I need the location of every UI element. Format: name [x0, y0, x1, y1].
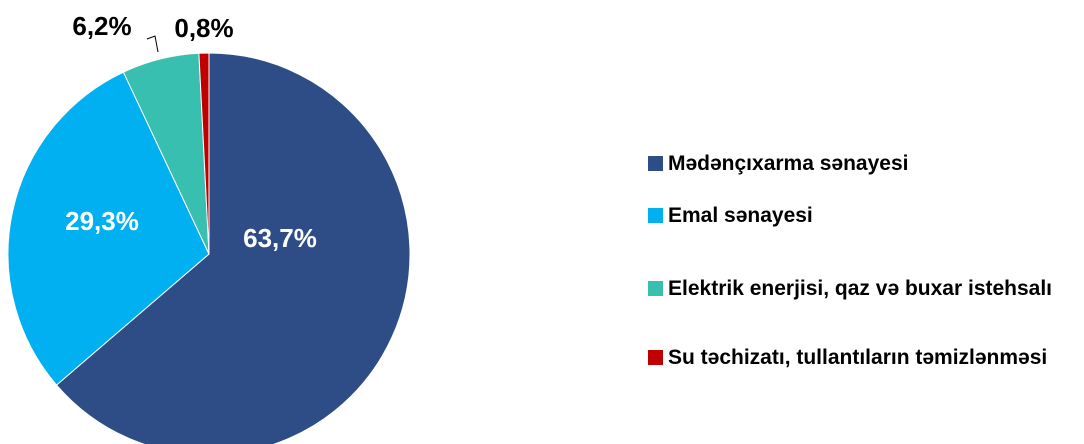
legend-label: Mədənçıxarma sənayesi	[668, 152, 909, 175]
data-label: 29,3%	[65, 206, 139, 236]
data-label: 0,8%	[174, 13, 233, 43]
pie-slice	[198, 52, 210, 255]
legend-entry: Emal sənayesi	[648, 200, 1080, 231]
legend-swatch	[648, 281, 663, 296]
pie-slice	[55, 52, 411, 444]
data-label: 63,7%	[243, 223, 317, 253]
data-label: 6,2%	[72, 11, 131, 41]
legend-label: Emal sənayesi	[668, 204, 813, 227]
legend-swatch	[648, 208, 663, 223]
leader-line	[146, 35, 159, 53]
legend-swatch	[648, 156, 663, 171]
legend-swatch	[648, 350, 663, 365]
legend-label: Su təchizatı, tullantıların təmizlənməsi	[668, 346, 1048, 369]
legend-entry: Elektrik enerjisi, qaz və buxar istehsal…	[648, 273, 1080, 304]
legend-label: Elektrik enerjisi, qaz və buxar istehsal…	[668, 277, 1053, 300]
legend-entry: Mədənçıxarma sənayesi	[648, 148, 1080, 179]
legend-entry: Su təchizatı, tullantıların təmizlənməsi	[648, 342, 1080, 373]
pie-slice	[7, 71, 210, 386]
